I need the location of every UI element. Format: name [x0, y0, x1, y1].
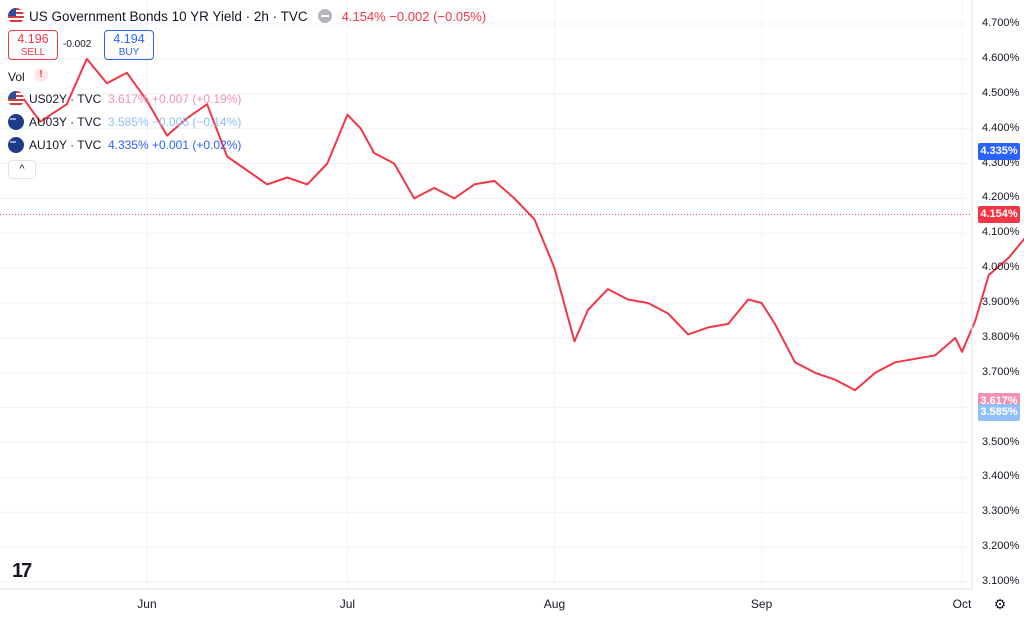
- au-flag-icon: [8, 137, 24, 153]
- y-tick-label: 4.600%: [982, 51, 1020, 64]
- price-change: 4.154% −0.002 (−0.05%): [341, 8, 487, 24]
- buy-button[interactable]: 4.194 BUY: [104, 30, 154, 60]
- y-tick-label: 3.200%: [982, 540, 1020, 553]
- y-tick-label: 3.800%: [982, 330, 1020, 343]
- legend-symbol: AU10Y · TVC: [29, 138, 102, 152]
- settings-icon[interactable]: ⚙: [993, 596, 1007, 612]
- legend-values: 3.617% +0.007 (+0.19%): [107, 92, 242, 106]
- y-tick-label: 3.700%: [982, 365, 1020, 378]
- collapse-legend-button[interactable]: ^: [8, 160, 36, 179]
- sell-label: SELL: [20, 47, 46, 58]
- y-tick-label: 3.900%: [982, 296, 1020, 308]
- legend-item-us02y[interactable]: US02Y · TVC 3.617% +0.007 (+0.19%): [8, 90, 241, 108]
- y-tick-label: 3.300%: [982, 505, 1020, 518]
- x-tick-label: Oct: [952, 597, 972, 611]
- chart-grid: [0, 0, 972, 589]
- sell-price: 4.196: [17, 32, 49, 46]
- series-layer: [19, 57, 1024, 392]
- y-tick-label: 3.500%: [982, 435, 1020, 448]
- buy-label: BUY: [118, 47, 140, 58]
- minus-icon[interactable]: [317, 9, 332, 23]
- y-tick-label: 4.400%: [982, 121, 1020, 134]
- us-flag-icon: [8, 91, 24, 107]
- price-tag: 4.154%: [978, 205, 1020, 223]
- y-tick-label: 4.200%: [982, 191, 1020, 204]
- spread-value: -0.002: [63, 39, 92, 50]
- tradingview-logo-icon[interactable]: 17: [12, 560, 32, 582]
- y-tick-label: 4.100%: [982, 226, 1020, 239]
- y-tick-label: 4.700%: [982, 17, 1020, 29]
- y-tick-label: 4.000%: [982, 261, 1020, 274]
- symbol-title[interactable]: US Government Bonds 10 YR Yield · 2h · T…: [29, 8, 308, 24]
- y-tick-label: 3.100%: [982, 575, 1020, 587]
- x-tick-label: Jul: [339, 597, 356, 611]
- us-flag-icon: [8, 8, 24, 24]
- x-tick-label: Sep: [750, 597, 773, 611]
- price-tag: 3.585%: [978, 404, 1020, 422]
- au-flag-icon: [8, 114, 24, 130]
- warning-icon[interactable]: !: [34, 68, 48, 82]
- legend-item-au03y[interactable]: AU03Y · TVC 3.585% −0.005 (−0.14%): [8, 113, 241, 131]
- x-tick-label: Jun: [137, 597, 157, 611]
- y-tick-label: 4.500%: [982, 86, 1020, 99]
- x-tick-label: Aug: [543, 597, 566, 611]
- y-tick-label: 3.400%: [982, 470, 1020, 483]
- legend-values: 4.335% +0.001 (+0.02%): [107, 138, 242, 152]
- legend-item-au10y[interactable]: AU10Y · TVC 4.335% +0.001 (+0.02%): [8, 136, 241, 154]
- volume-label[interactable]: Vol: [8, 70, 25, 84]
- buy-price: 4.194: [113, 32, 145, 46]
- series-line-0: [19, 57, 1024, 392]
- sell-button[interactable]: 4.196 SELL: [8, 30, 58, 60]
- chart-header: US Government Bonds 10 YR Yield · 2h · T…: [8, 6, 486, 26]
- price-tag: 4.335%: [978, 142, 1020, 160]
- legend-symbol: AU03Y · TVC: [29, 115, 102, 129]
- legend-symbol: US02Y · TVC: [29, 92, 102, 106]
- legend-values: 3.585% −0.005 (−0.14%): [107, 115, 242, 129]
